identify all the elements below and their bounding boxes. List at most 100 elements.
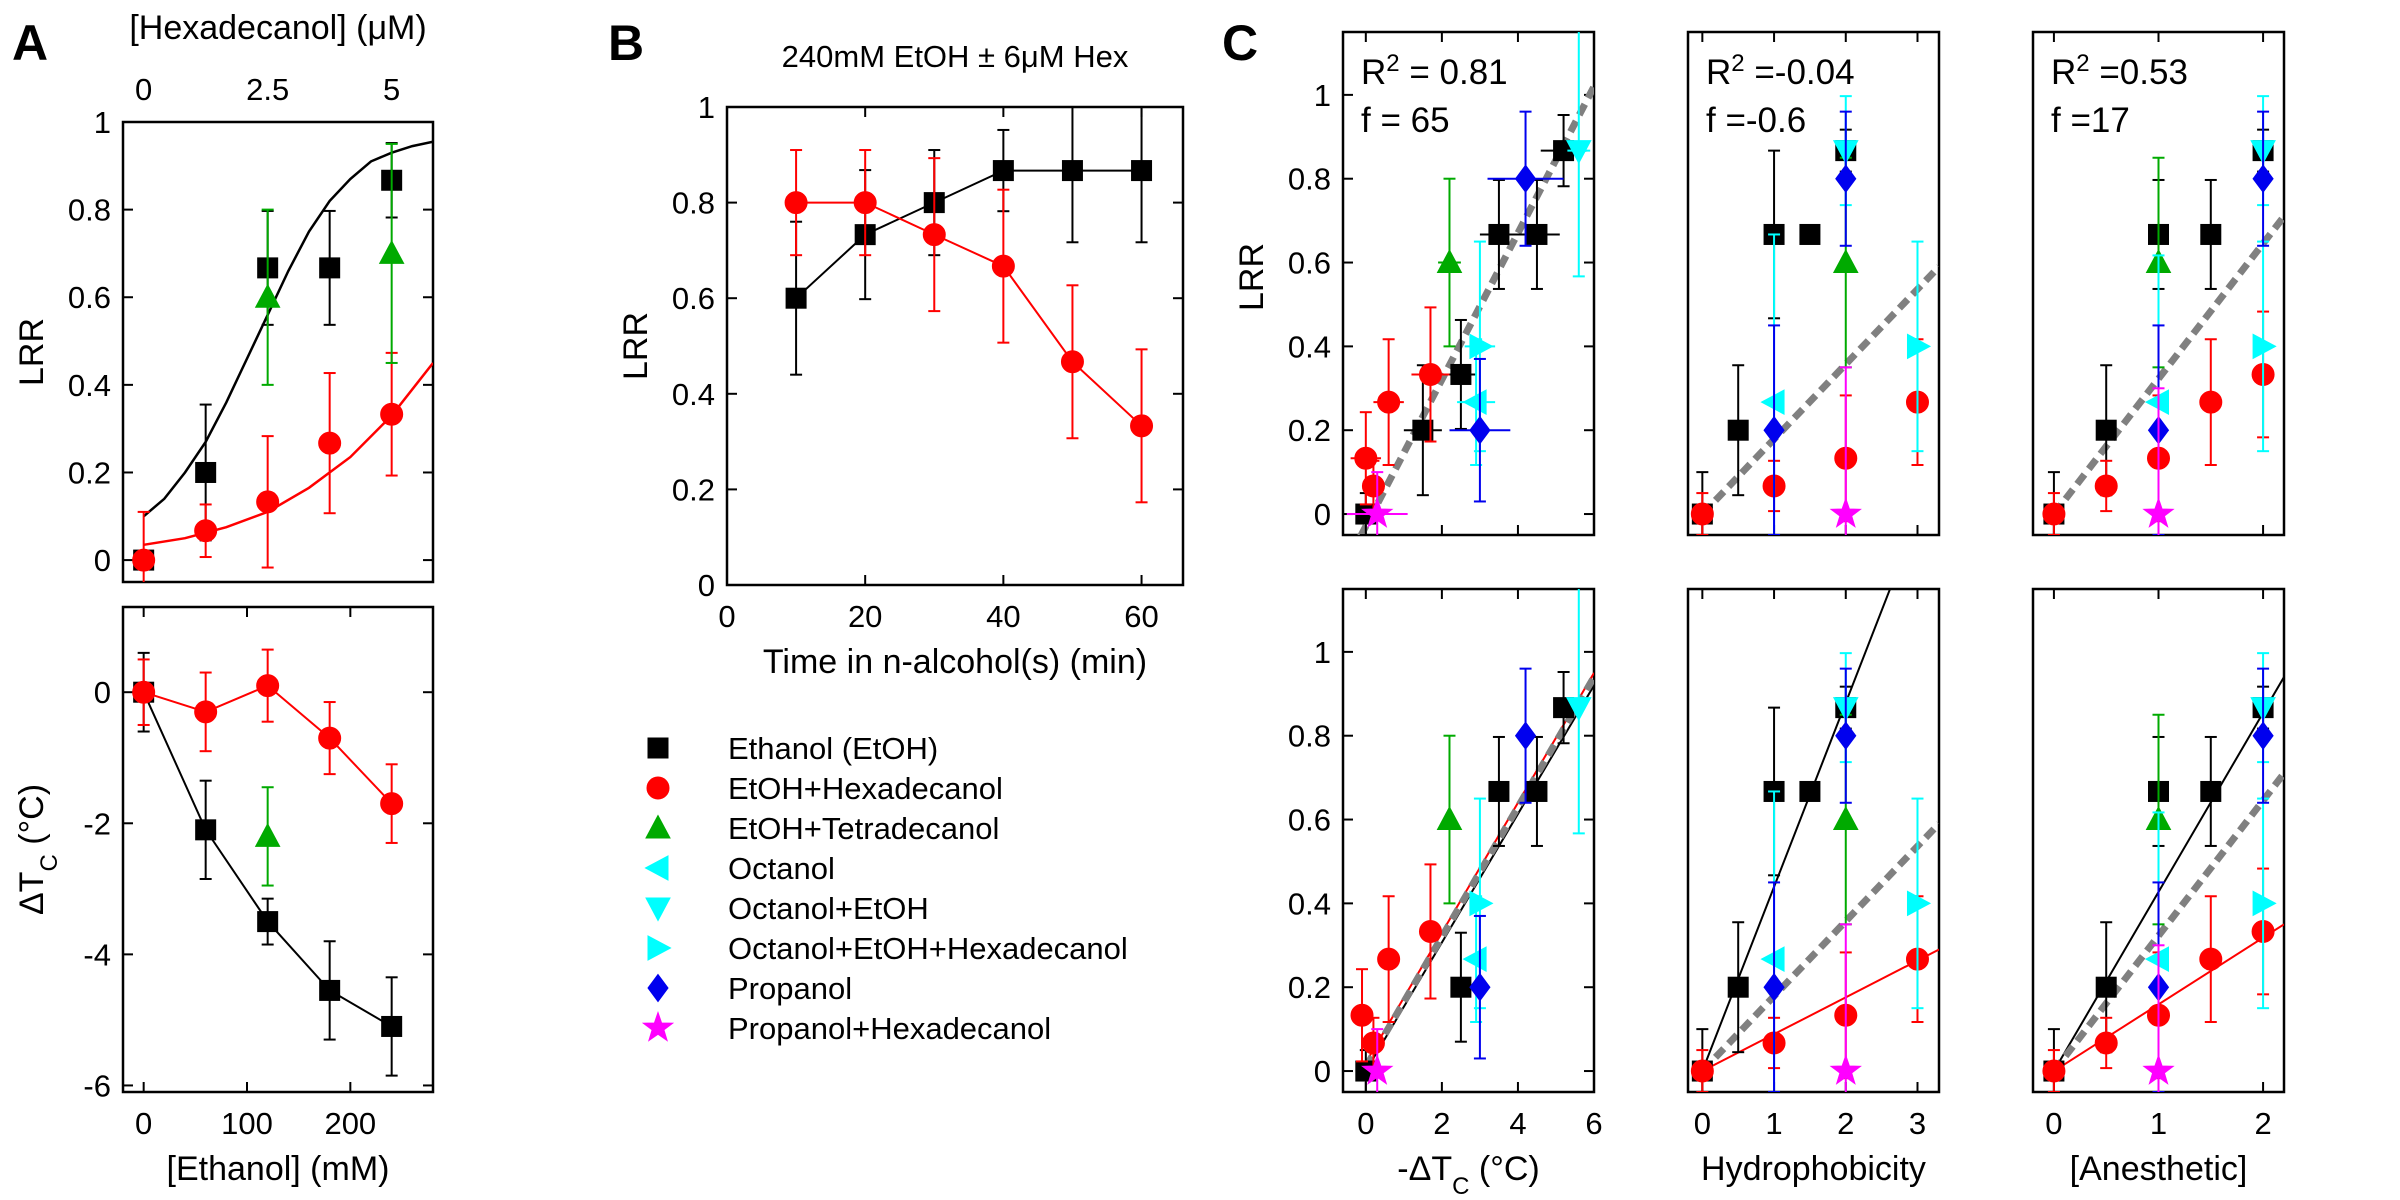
- x-tick-label: 0: [135, 1106, 152, 1141]
- x-axis-label: -ΔTC (°C): [1397, 1150, 1539, 1200]
- y-tick-label: 0.4: [1288, 329, 1331, 364]
- data-point: [2094, 474, 2118, 498]
- r-squared-label: R2 = 0.81: [1361, 50, 1508, 93]
- y-axis-label: LRR: [13, 318, 51, 386]
- legend-marker: [647, 737, 669, 759]
- data-point: [1131, 160, 1153, 182]
- plots: 00.20.40.60.810 2.5 5[Hexadecanol] (μM)LRR…: [13, 9, 2286, 1200]
- data-point: [1361, 496, 1394, 528]
- data-point: [1462, 946, 1487, 972]
- data-point: [1690, 502, 1714, 526]
- series-propanol: [1469, 667, 1537, 1060]
- legend-label: Octanol: [728, 851, 835, 886]
- x-tick-label: 2: [2254, 1106, 2271, 1141]
- data-point: [1514, 721, 1537, 751]
- x-tick-label: 4: [1509, 1106, 1526, 1141]
- y-tick-label: 0.4: [1288, 886, 1331, 921]
- series-etoh-tetradecanol: [254, 786, 281, 887]
- data-point: [381, 1015, 403, 1037]
- data-point: [195, 461, 217, 483]
- data-point: [1377, 947, 1401, 971]
- x-tick-label: 100: [221, 1106, 273, 1141]
- data-point: [1412, 419, 1434, 441]
- data-point: [256, 490, 280, 514]
- data-point: [853, 191, 877, 215]
- fit-curve: [143, 362, 433, 547]
- fit-line: [2053, 676, 2284, 1072]
- data-point: [132, 680, 156, 704]
- x-tick-label: 6: [1585, 1106, 1602, 1141]
- data-point: [1469, 333, 1494, 360]
- series-etoh-tetradecanol: [1436, 734, 1463, 905]
- x-tick-label: 0: [2045, 1106, 2062, 1141]
- legend-label: Propanol+Hexadecanol: [728, 1011, 1051, 1046]
- data-point: [194, 519, 218, 543]
- data-point: [2252, 333, 2277, 360]
- data-point: [1526, 223, 1548, 245]
- dashed-fit-line: [1699, 264, 1939, 517]
- data-point: [1130, 414, 1154, 438]
- y-tick-label: 1: [94, 105, 111, 140]
- series-propanol: [1763, 110, 1857, 535]
- chart-A_top: 00.20.40.60.810 2.5 5[Hexadecanol] (μM)LRR: [13, 9, 435, 584]
- data-point: [254, 283, 281, 308]
- data-point: [319, 979, 341, 1001]
- series-propanol: [2147, 667, 2274, 1092]
- fit-line: [2053, 923, 2284, 1072]
- data-point: [1906, 333, 1932, 360]
- data-point: [1799, 780, 1821, 802]
- plot-area: [2042, 652, 2284, 1092]
- series-etoh-tetradecanol: [1436, 177, 1463, 348]
- series-propanol-hexadecanol: [1361, 1028, 1394, 1092]
- plot-area: [1346, 32, 1594, 535]
- plot-frame: [1341, 587, 1596, 1094]
- data-point: [256, 674, 280, 698]
- y-axis-label: ΔTC (°C): [13, 784, 63, 915]
- legend-marker: [645, 814, 671, 839]
- panel-label-a: A: [12, 15, 48, 71]
- y-axis-label: LRR: [1233, 243, 1271, 311]
- series-etoh-hexadecanol: [1350, 306, 1450, 513]
- plot-area: [132, 648, 404, 1077]
- top-axis-tick-label: 5: [383, 72, 400, 107]
- data-point: [380, 402, 404, 426]
- data-point: [318, 726, 342, 750]
- chart-title: 240mM EtOH ± 6μM Hex: [782, 39, 1129, 74]
- top-axis-tick-label: 2.5: [246, 72, 289, 107]
- data-point: [2095, 976, 2117, 998]
- y-tick-label: -2: [83, 806, 111, 841]
- y-tick-label: 0.6: [68, 280, 111, 315]
- data-point: [380, 792, 404, 816]
- data-point: [1829, 496, 1862, 528]
- x-tick-label: 0: [1357, 1106, 1374, 1141]
- fit-line: [1701, 948, 1939, 1072]
- data-point: [2144, 389, 2169, 415]
- legend-label: Octanol+EtOH+Hexadecanol: [728, 931, 1128, 966]
- data-point: [1835, 164, 1857, 194]
- y-tick-label: 0.8: [1288, 719, 1331, 754]
- data-point: [1832, 805, 1859, 831]
- legend-marker: [647, 973, 669, 1003]
- series-propanol-hexadecanol: [1346, 471, 1408, 535]
- data-point: [1436, 248, 1463, 274]
- y-tick-label: 1: [698, 90, 715, 125]
- y-tick-label: 0.4: [672, 377, 715, 412]
- data-point: [1488, 223, 1510, 245]
- y-tick-label: 0.2: [1288, 413, 1331, 448]
- x-tick-label: 60: [1124, 599, 1158, 634]
- data-point: [2252, 164, 2274, 194]
- data-point: [319, 257, 341, 279]
- r-squared-label: R2 =-0.04: [1706, 50, 1855, 93]
- y-tick-label: 0.2: [672, 472, 715, 507]
- data-point: [2252, 890, 2277, 917]
- data-point: [2200, 780, 2222, 802]
- x-tick-label: 1: [1765, 1106, 1782, 1141]
- y-tick-label: 0.8: [1288, 162, 1331, 197]
- legend: Ethanol (EtOH) EtOH+Hexadecanol EtOH+Tetra…: [641, 731, 1128, 1046]
- data-point: [991, 254, 1015, 278]
- plot-area: [784, 107, 1154, 504]
- legend-item: Ethanol (EtOH): [647, 731, 938, 766]
- series-octanol: [1760, 233, 1785, 535]
- data-point: [2142, 1053, 2175, 1085]
